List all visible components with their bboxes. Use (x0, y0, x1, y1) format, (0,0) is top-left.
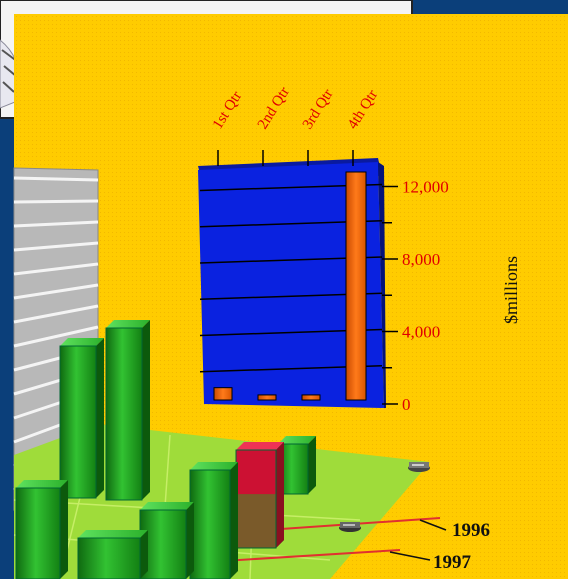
chart-plot-panel (198, 162, 384, 408)
floor-bars (15, 320, 316, 579)
legend-label-1996: 1996 (452, 520, 490, 541)
floor-bar (235, 442, 284, 549)
floor-bar (189, 462, 238, 579)
axis-markers (339, 462, 430, 532)
bar-2 (257, 394, 277, 401)
y-axis-title: $millions (501, 256, 521, 324)
floor-bar (77, 530, 148, 579)
floor-bar (139, 502, 194, 579)
bar-4 (345, 171, 367, 401)
bar-1 (213, 387, 233, 401)
y-tick-label: 12,000 (402, 178, 449, 197)
floor-bar (15, 480, 68, 579)
floor-bar (59, 338, 104, 499)
floor-bar (105, 320, 150, 501)
bar-3 (301, 394, 321, 401)
y-tick-label: 4,000 (402, 323, 440, 342)
y-tick-label: 8,000 (402, 250, 440, 269)
y-tick-label: 0 (402, 395, 411, 414)
legend-label-1997: 1997 (433, 552, 472, 573)
